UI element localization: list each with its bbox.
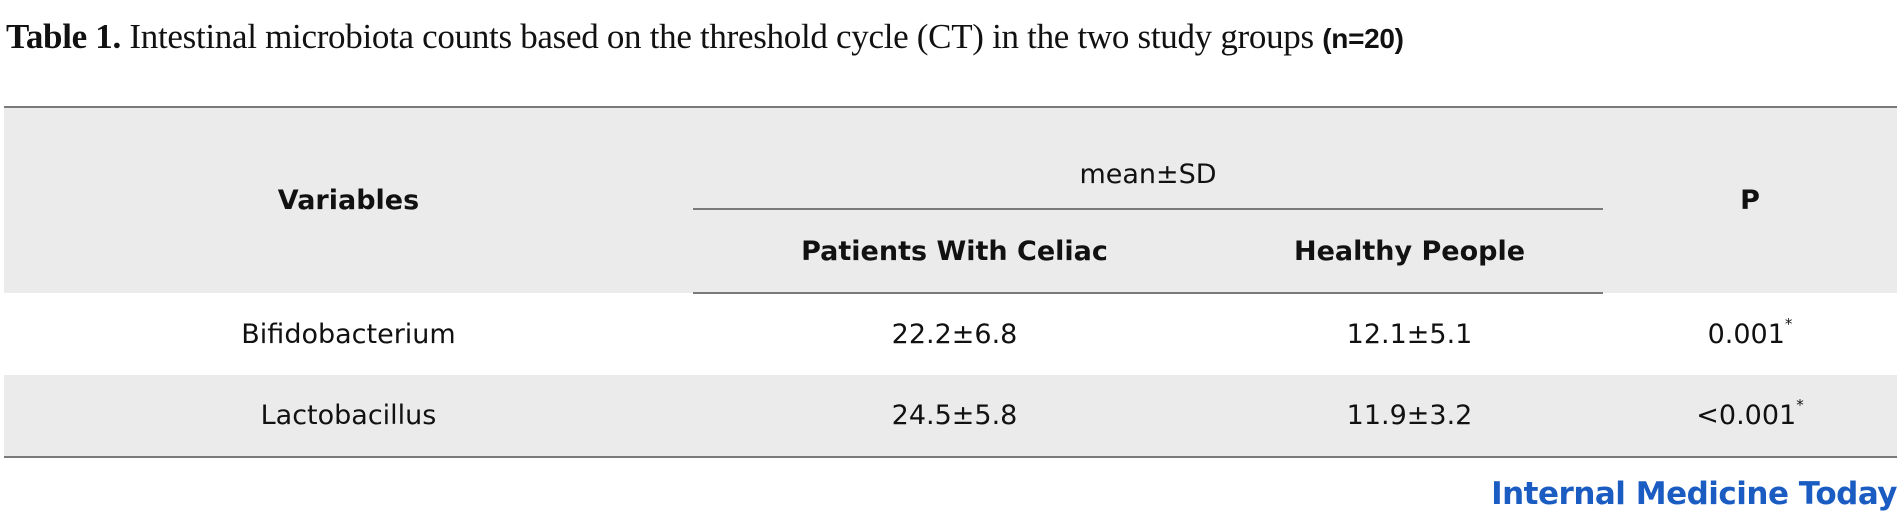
table-row: Bifidobacterium 22.2±6.8 12.1±5.1 0.001* [4, 293, 1897, 375]
caption-sample-size: (n=20) [1322, 23, 1404, 54]
header-group-label: mean±SD [1079, 159, 1217, 190]
cell-p: <0.001* [1603, 375, 1897, 458]
header-variables: Variables [4, 106, 693, 293]
cell-patients: 24.5±5.8 [693, 375, 1216, 458]
p-value: <0.001 [1696, 400, 1797, 431]
journal-logo: Internal Medicine Today [1491, 476, 1897, 512]
table-body: Bifidobacterium 22.2±6.8 12.1±5.1 0.001*… [4, 293, 1897, 458]
cell-healthy: 12.1±5.1 [1346, 319, 1473, 350]
cell-healthy: 11.9±3.2 [1216, 375, 1603, 458]
data-table-container: Variables mean±SD P Patients With Celiac… [4, 106, 1897, 458]
header-p: P [1603, 106, 1897, 293]
cell-patients: 22.2±6.8 [891, 319, 1018, 350]
cell-variable: Lactobacillus [4, 375, 693, 458]
table-header: Variables mean±SD P Patients With Celiac… [4, 106, 1897, 294]
header-patients: Patients With Celiac [693, 210, 1216, 294]
caption-text: Intestinal microbiota counts based on th… [129, 17, 1314, 56]
caption-label: Table 1. [6, 17, 121, 56]
header-healthy: Healthy People [1216, 210, 1603, 294]
cell-variable: Bifidobacterium [241, 318, 456, 350]
p-value: 0.001 [1707, 318, 1785, 350]
header-group-mean-sd: mean±SD [693, 106, 1603, 210]
table-caption: Table 1. Intestinal microbiota counts ba… [6, 14, 1404, 61]
data-table: Variables mean±SD P Patients With Celiac… [4, 106, 1897, 458]
table-row: Lactobacillus 24.5±5.8 11.9±3.2 <0.001* [4, 375, 1897, 458]
significance-mark: * [1796, 396, 1804, 414]
group-divider [693, 208, 1603, 210]
cell-p: 0.001* [1603, 293, 1897, 375]
significance-mark: * [1784, 314, 1793, 333]
